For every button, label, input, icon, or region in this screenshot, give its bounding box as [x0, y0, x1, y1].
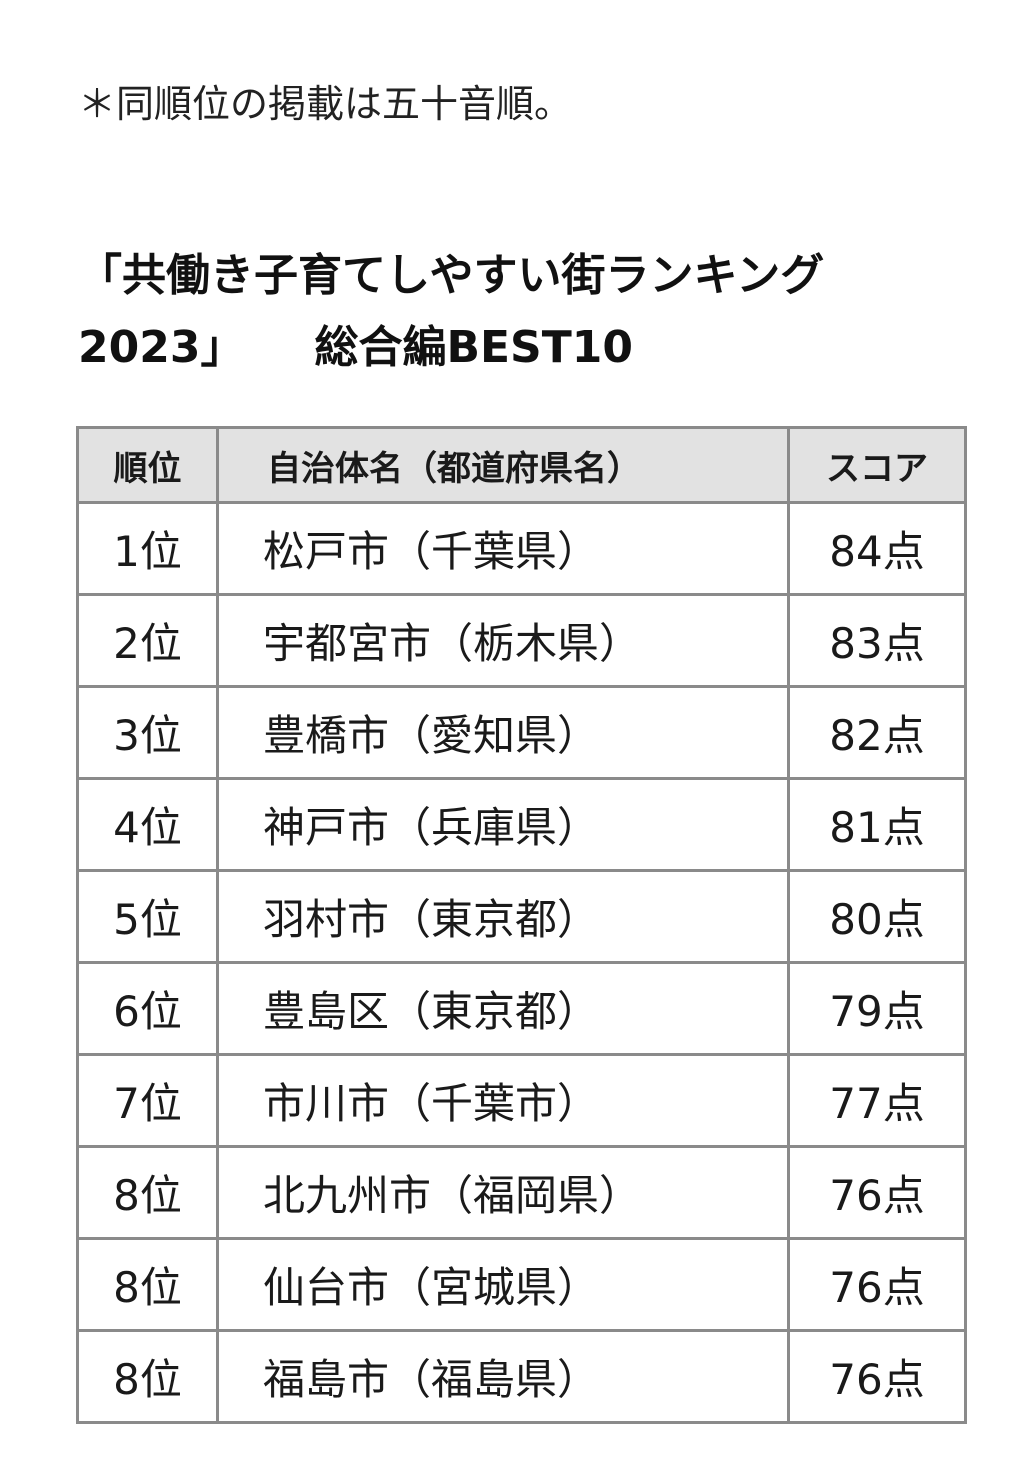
title-subtitle: 総合編BEST10	[314, 322, 633, 373]
score-cell: 76点	[787, 1145, 967, 1240]
table-row: 5位 羽村市（東京都） 80点	[76, 869, 967, 964]
table-row: 8位 北九州市（福岡県） 76点	[76, 1145, 967, 1240]
score-cell: 81点	[787, 777, 967, 872]
rank-cell: 2位	[76, 593, 219, 688]
table-row: 8位 福島市（福島県） 76点	[76, 1329, 967, 1424]
score-cell: 77点	[787, 1053, 967, 1148]
score-cell: 84点	[787, 501, 967, 596]
table-row: 1位 松戸市（千葉県） 84点	[76, 501, 967, 596]
municipality-cell: 豊島区（東京都）	[216, 961, 790, 1056]
table-body: 1位 松戸市（千葉県） 84点 2位 宇都宮市（栃木県） 83点 3位 豊橋市（…	[76, 501, 967, 1424]
score-cell: 83点	[787, 593, 967, 688]
title-line-1: 「共働き子育てしやすい街ランキング	[78, 250, 825, 301]
municipality-cell: 市川市（千葉市）	[216, 1053, 790, 1148]
rank-cell: 5位	[76, 869, 219, 964]
header-score: スコア	[787, 426, 967, 504]
table-row: 4位 神戸市（兵庫県） 81点	[76, 777, 967, 872]
rank-cell: 3位	[76, 685, 219, 780]
municipality-cell: 宇都宮市（栃木県）	[216, 593, 790, 688]
rank-cell: 1位	[76, 501, 219, 596]
rank-cell: 4位	[76, 777, 219, 872]
municipality-cell: 北九州市（福岡県）	[216, 1145, 790, 1240]
footnote: ＊同順位の掲載は五十音順。	[78, 82, 573, 126]
rank-cell: 6位	[76, 961, 219, 1056]
rank-cell: 8位	[76, 1145, 219, 1240]
table-row: 7位 市川市（千葉市） 77点	[76, 1053, 967, 1148]
score-cell: 76点	[787, 1237, 967, 1332]
municipality-cell: 豊橋市（愛知県）	[216, 685, 790, 780]
score-cell: 80点	[787, 869, 967, 964]
title-line-2: 2023」 総合編BEST10	[78, 312, 938, 384]
ranking-title: 「共働き子育てしやすい街ランキング 2023」 総合編BEST10	[78, 240, 938, 384]
municipality-cell: 福島市（福島県）	[216, 1329, 790, 1424]
rank-cell: 8位	[76, 1237, 219, 1332]
header-municipality: 自治体名（都道府県名）	[216, 426, 790, 504]
municipality-cell: 松戸市（千葉県）	[216, 501, 790, 596]
table-row: 6位 豊島区（東京都） 79点	[76, 961, 967, 1056]
municipality-cell: 神戸市（兵庫県）	[216, 777, 790, 872]
table-row: 2位 宇都宮市（栃木県） 83点	[76, 593, 967, 688]
table-row: 8位 仙台市（宮城県） 76点	[76, 1237, 967, 1332]
rank-cell: 7位	[76, 1053, 219, 1148]
table-header-row: 順位 自治体名（都道府県名） スコア	[76, 426, 967, 504]
municipality-cell: 羽村市（東京都）	[216, 869, 790, 964]
title-year: 2023」	[78, 322, 245, 373]
score-cell: 82点	[787, 685, 967, 780]
score-cell: 76点	[787, 1329, 967, 1424]
score-cell: 79点	[787, 961, 967, 1056]
rank-cell: 8位	[76, 1329, 219, 1424]
municipality-cell: 仙台市（宮城県）	[216, 1237, 790, 1332]
ranking-table: 順位 自治体名（都道府県名） スコア 1位 松戸市（千葉県） 84点 2位 宇都…	[76, 426, 967, 1424]
header-rank: 順位	[76, 426, 219, 504]
table-row: 3位 豊橋市（愛知県） 82点	[76, 685, 967, 780]
